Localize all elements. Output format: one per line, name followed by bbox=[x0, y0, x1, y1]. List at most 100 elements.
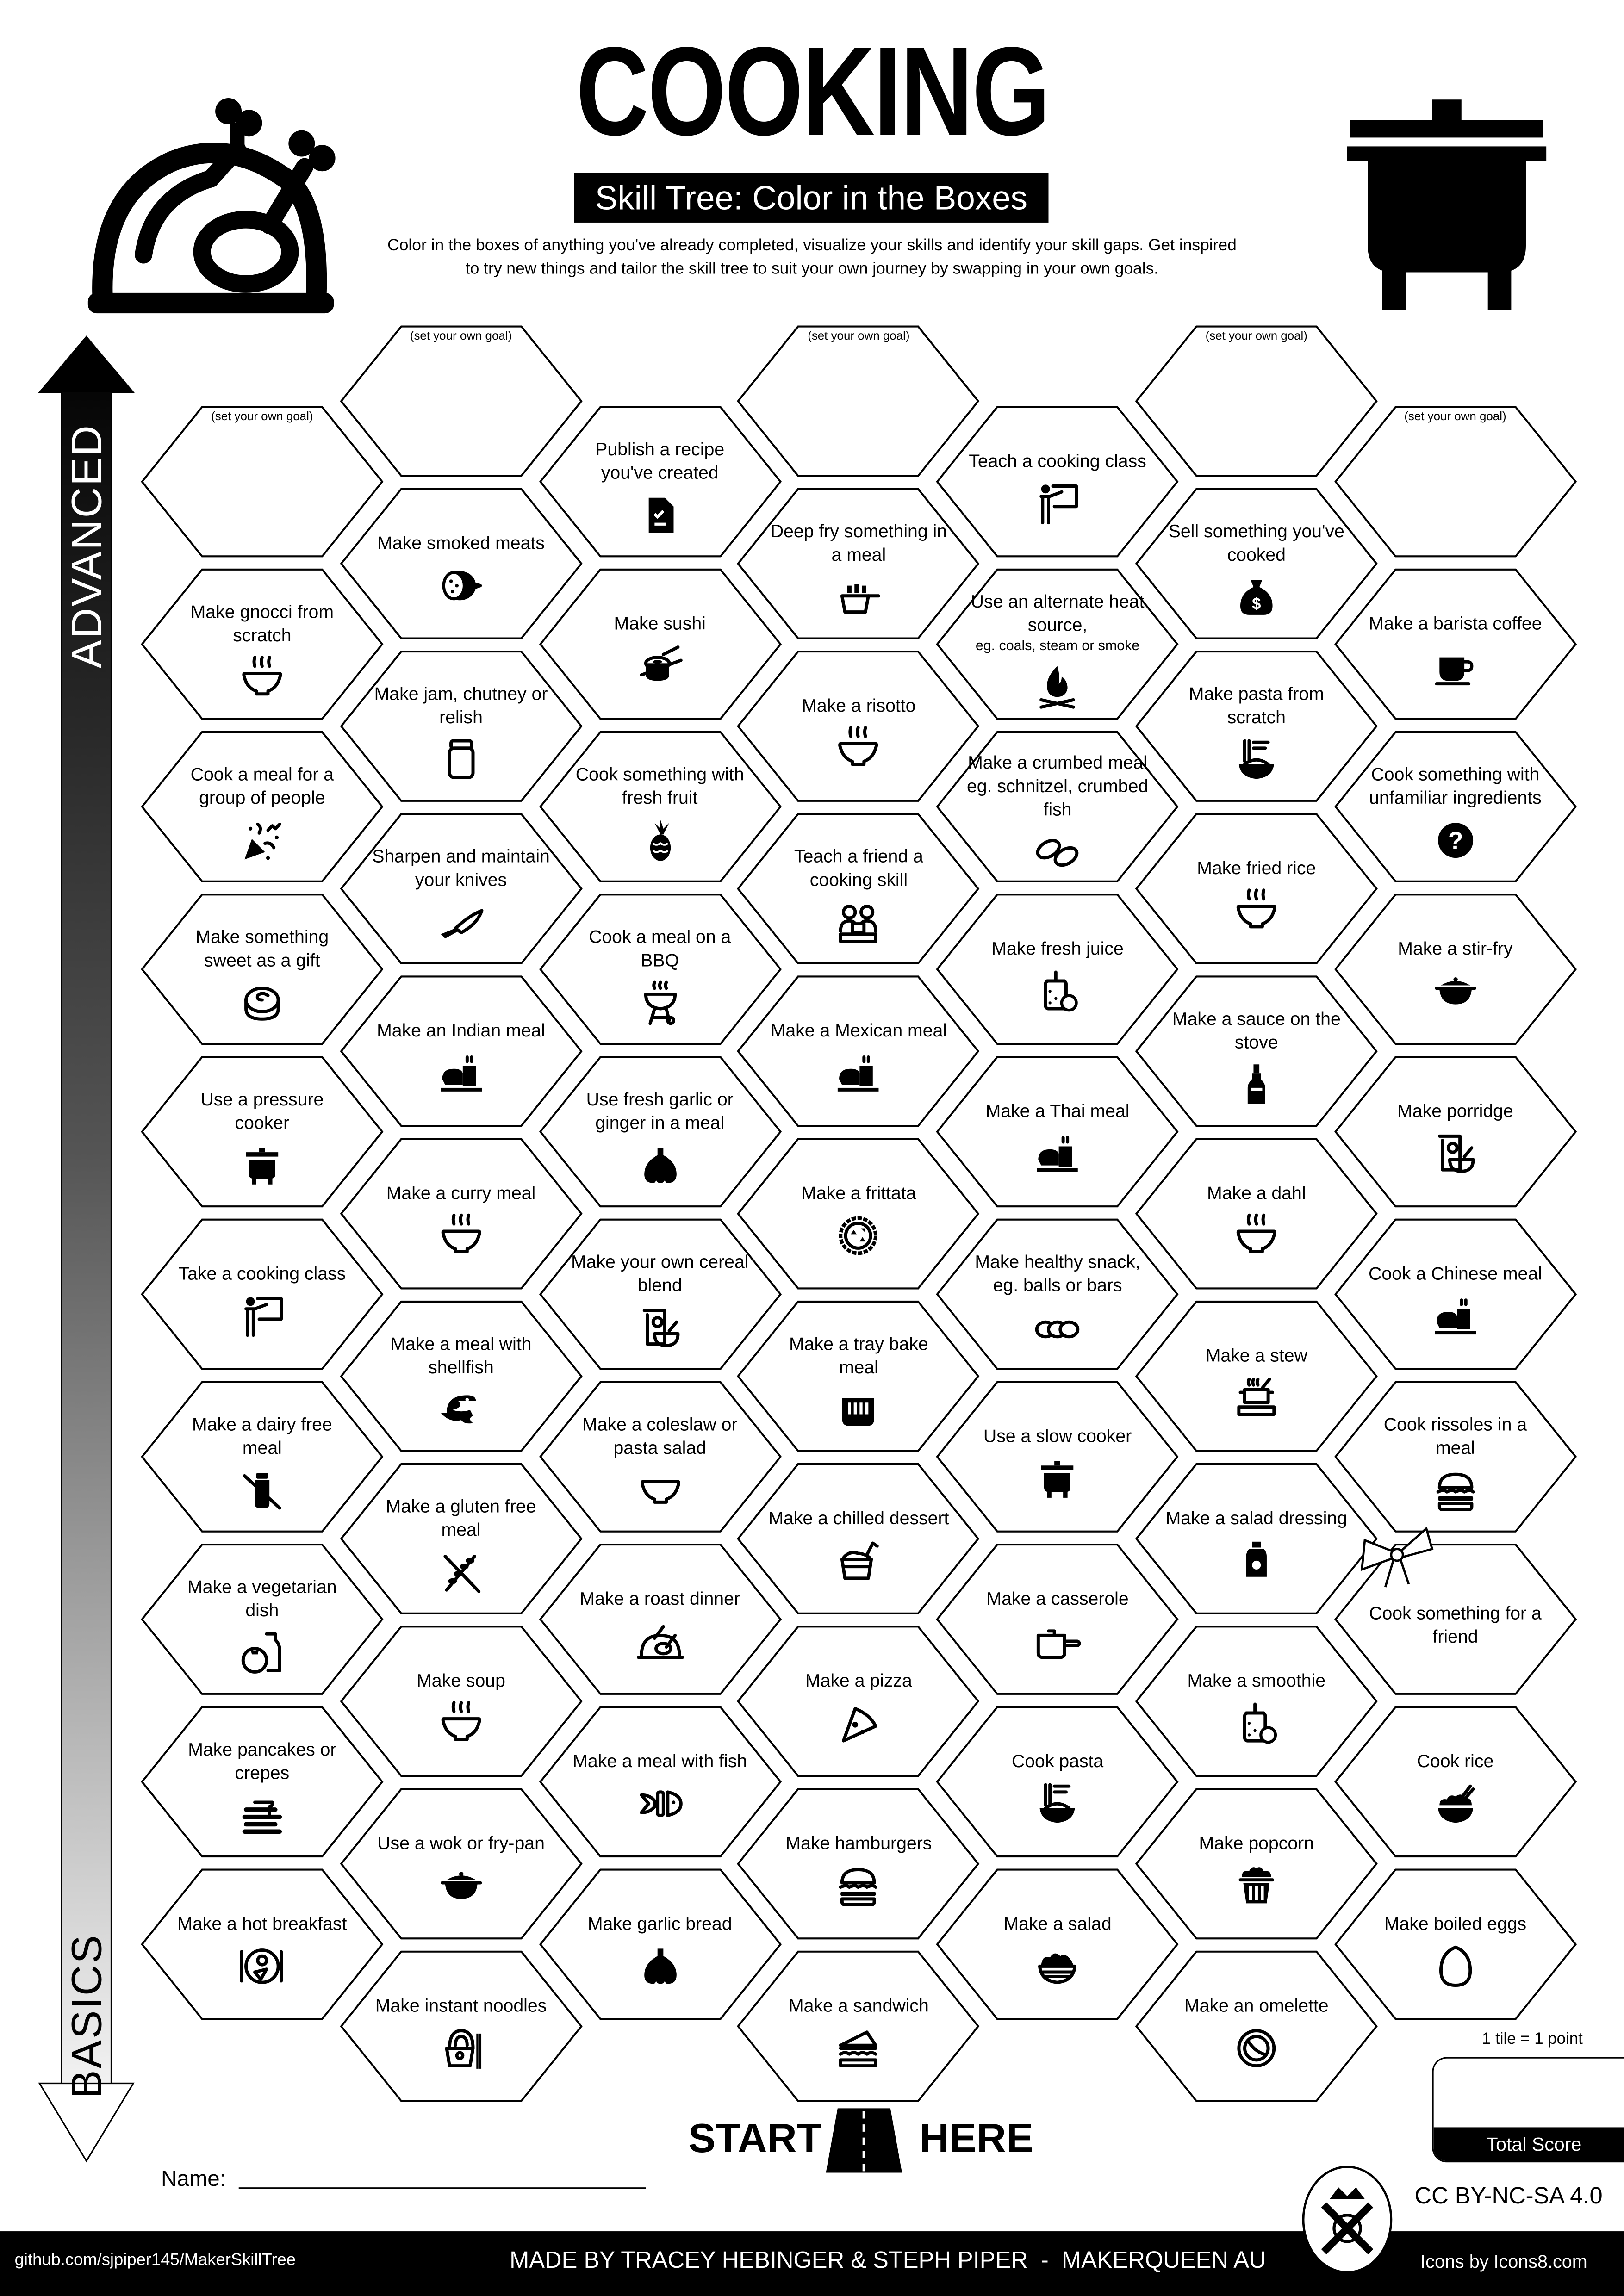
skill-tile[interactable]: Cook pasta bbox=[936, 1706, 1179, 1858]
skill-tile[interactable]: Make a roast dinner bbox=[538, 1543, 781, 1695]
juice-jar-icon bbox=[1243, 1701, 1277, 1743]
skill-tile[interactable]: Cook something with unfamiliar ingredien… bbox=[1334, 731, 1577, 883]
skill-tile[interactable]: Make a barista coffee bbox=[1334, 568, 1577, 720]
skill-tile[interactable]: Make boiled eggs bbox=[1334, 1868, 1577, 2020]
skill-tile[interactable]: Make sushi bbox=[538, 568, 781, 720]
skill-tile[interactable]: Make a vegetarian dish bbox=[141, 1543, 384, 1695]
skill-tile[interactable]: Use an alternate heat source, eg. coals, … bbox=[936, 568, 1179, 720]
skill-tile[interactable]: Cook a meal on a BBQ bbox=[538, 893, 781, 1045]
repo-link[interactable]: github.com/sjpiper145/MakerSkillTree bbox=[14, 2252, 296, 2270]
burger-icon bbox=[1436, 1472, 1475, 1511]
skill-tile[interactable]: Make a chilled dessert bbox=[737, 1463, 980, 1615]
skill-tile[interactable]: Make a stew bbox=[1135, 1300, 1378, 1452]
skill-tile[interactable]: Make something sweet as a gift bbox=[141, 893, 384, 1045]
skill-tile[interactable]: Make a smoothie bbox=[1135, 1625, 1378, 1777]
skill-tile[interactable]: Make hamburgers bbox=[737, 1787, 980, 1940]
skill-tile[interactable]: Make fresh juice bbox=[936, 893, 1179, 1045]
skill-tile[interactable]: Make a tray bake meal bbox=[737, 1300, 980, 1452]
hexagon-outline bbox=[1334, 1544, 1577, 1695]
skill-tile[interactable]: Make popcorn bbox=[1135, 1787, 1378, 1940]
skill-tile[interactable]: Make a coleslaw or pasta salad bbox=[538, 1381, 781, 1533]
skill-tile[interactable]: Make a gluten free meal bbox=[339, 1463, 583, 1615]
skill-tile[interactable]: Make soup bbox=[339, 1625, 583, 1777]
skill-tile[interactable]: Make a salad bbox=[936, 1868, 1179, 2020]
skill-label: Make a meal with shellfish bbox=[370, 1332, 552, 1378]
skill-tile[interactable]: Cook rice bbox=[1334, 1706, 1577, 1858]
skill-tile[interactable]: Take a cooking class bbox=[141, 1218, 384, 1371]
skill-tile[interactable]: Make instant noodles bbox=[339, 1950, 583, 2103]
skill-tile[interactable]: Cook something with fresh fruit bbox=[538, 731, 781, 883]
skill-label: Make a salad bbox=[967, 1911, 1148, 1935]
skill-tile[interactable]: Use fresh garlic or ginger in a meal bbox=[538, 1055, 781, 1208]
skill-tile[interactable]: Make your own cereal blend bbox=[538, 1218, 781, 1371]
skill-tile[interactable]: Make a pizza bbox=[737, 1625, 980, 1777]
skill-tile[interactable]: Make jam, chutney or relish bbox=[339, 650, 583, 802]
skill-tile[interactable]: Deep fry something in a meal bbox=[737, 488, 980, 640]
hexagon-outline bbox=[1135, 1788, 1378, 1940]
skill-tile[interactable]: Make a hot breakfast bbox=[141, 1868, 384, 2020]
skill-label-text: Publish a recipe you've created bbox=[595, 438, 725, 483]
skill-tile[interactable]: Make smoked meats bbox=[339, 488, 583, 640]
skill-tile[interactable]: Make a meal with fish bbox=[538, 1706, 781, 1858]
skill-tile[interactable]: Make a risotto bbox=[737, 650, 980, 802]
skill-tile-custom-goal[interactable]: (set your own goal) bbox=[1135, 325, 1378, 477]
skill-tile[interactable]: Make a crumbed meal eg. schnitzel, crumb… bbox=[936, 731, 1179, 883]
skill-tile[interactable]: Make fried rice bbox=[1135, 813, 1378, 965]
skill-tile-custom-goal[interactable]: (set your own goal) bbox=[1334, 405, 1577, 558]
hexagon-outline bbox=[538, 568, 781, 720]
skill-tile[interactable]: Make a salad dressing bbox=[1135, 1463, 1378, 1615]
skill-tile[interactable]: Cook something for a friend bbox=[1334, 1543, 1577, 1695]
skill-tile[interactable]: Teach a cooking class bbox=[936, 405, 1179, 558]
skill-tile[interactable]: Make healthy snack, eg. balls or bars bbox=[936, 1218, 1179, 1371]
skill-label-text: Make a Thai meal bbox=[985, 1100, 1130, 1121]
skill-label-text: Make sushi bbox=[614, 613, 706, 633]
skill-tile[interactable]: Make pasta from scratch bbox=[1135, 650, 1378, 802]
icons-credit[interactable]: Icons by Icons8.com bbox=[1420, 2252, 1587, 2272]
skill-tile[interactable]: Teach a friend a cooking skill bbox=[737, 813, 980, 965]
cooking-pot-icon bbox=[1347, 99, 1547, 310]
skill-tile-custom-goal[interactable]: (set your own goal) bbox=[339, 325, 583, 477]
hexagon-outline bbox=[1135, 650, 1378, 802]
skill-tile[interactable]: Make a dairy free meal bbox=[141, 1381, 384, 1533]
skill-tile[interactable]: Use a wok or fry-pan bbox=[339, 1787, 583, 1940]
skill-tile[interactable]: Make garlic bread bbox=[538, 1868, 781, 2020]
skill-label-text: Make a meal with shellfish bbox=[390, 1333, 532, 1377]
sushi-icon bbox=[639, 645, 682, 680]
burger-icon bbox=[839, 1867, 878, 1906]
name-field[interactable] bbox=[238, 2187, 646, 2189]
skill-tile[interactable]: Make a sandwich bbox=[737, 1950, 980, 2103]
skill-tile[interactable]: Make a Thai meal bbox=[936, 1055, 1179, 1208]
total-score-box[interactable]: Total Score bbox=[1432, 2057, 1624, 2163]
skill-tile[interactable]: Make a meal with shellfish bbox=[339, 1300, 583, 1452]
skill-label: Make a meal with fish bbox=[569, 1749, 751, 1773]
skill-tile[interactable]: Sell something you've cooked $ bbox=[1135, 488, 1378, 640]
skill-tile[interactable]: Make an omelette bbox=[1135, 1950, 1378, 2103]
skill-tile[interactable]: Make a Mexican meal bbox=[737, 975, 980, 1127]
skill-tile[interactable]: Make a casserole bbox=[936, 1543, 1179, 1695]
skill-label: Make popcorn bbox=[1166, 1831, 1347, 1855]
skill-tile[interactable]: Make an Indian meal bbox=[339, 975, 583, 1127]
skill-tile[interactable]: Make a curry meal bbox=[339, 1138, 583, 1290]
skill-label-text: Cook rice bbox=[1417, 1750, 1494, 1771]
skill-tile[interactable]: Use a slow cooker bbox=[936, 1381, 1179, 1533]
skill-tile-custom-goal[interactable]: (set your own goal) bbox=[737, 325, 980, 477]
skill-tile[interactable]: Make a frittata bbox=[737, 1138, 980, 1290]
skill-tile[interactable]: Make pancakes or crepes bbox=[141, 1706, 384, 1858]
omelette-icon bbox=[1237, 2028, 1276, 2067]
set-own-goal-hint: (set your own goal) bbox=[808, 329, 910, 343]
skill-tile[interactable]: Use a pressure cooker bbox=[141, 1055, 384, 1208]
skill-tile-custom-goal[interactable]: (set your own goal) bbox=[141, 405, 384, 558]
skill-tile[interactable]: Make a dahl bbox=[1135, 1138, 1378, 1290]
hexagon-outline bbox=[936, 731, 1179, 882]
skill-tile[interactable]: Make a stir-fry bbox=[1334, 893, 1577, 1045]
skill-tile[interactable]: Make gnocci from scratch bbox=[141, 568, 384, 720]
skill-label-text: Deep fry something in a meal bbox=[770, 520, 947, 565]
skill-label: Make a sandwich bbox=[768, 1993, 949, 2017]
skill-tile[interactable]: Make porridge bbox=[1334, 1055, 1577, 1208]
skill-tile[interactable]: Publish a recipe you've created bbox=[538, 405, 781, 558]
skill-tile[interactable]: Cook rissoles in a meal bbox=[1334, 1381, 1577, 1533]
skill-tile[interactable]: Make a sauce on the stove bbox=[1135, 975, 1378, 1127]
skill-tile[interactable]: Sharpen and maintain your knives bbox=[339, 813, 583, 965]
skill-tile[interactable]: Cook a Chinese meal bbox=[1334, 1218, 1577, 1371]
skill-tile[interactable]: Cook a meal for a group of people bbox=[141, 731, 384, 883]
